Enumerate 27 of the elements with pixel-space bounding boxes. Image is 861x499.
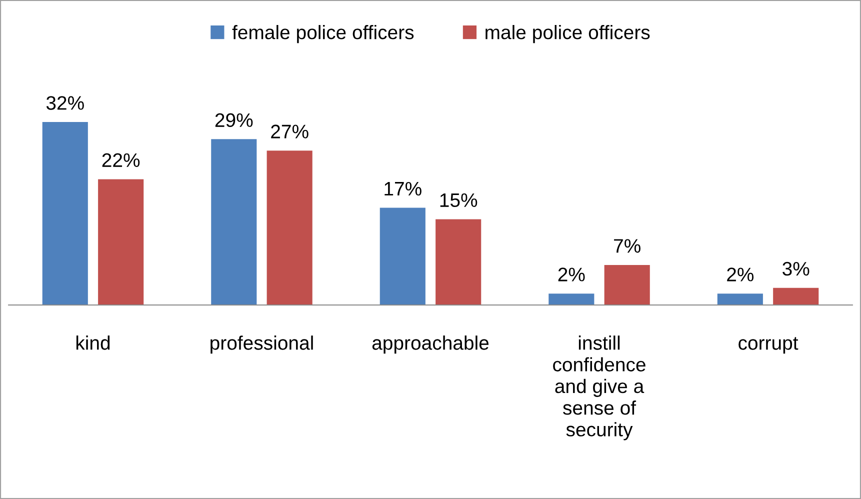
data-label: 3% [782, 262, 810, 276]
bar [717, 294, 763, 305]
x-tick-label: instill confidence and give a sense of security [553, 336, 646, 440]
data-label: 27% [271, 124, 308, 138]
bar [436, 219, 482, 305]
data-label: 32% [46, 96, 84, 110]
legend-label: male police officers [486, 24, 650, 44]
data-label: 15% [440, 193, 478, 208]
bar [98, 179, 144, 305]
x-tick-label: kind [76, 336, 110, 350]
data-label: 22% [102, 153, 140, 167]
bar [773, 288, 819, 305]
bar [604, 264, 650, 305]
x-tick-label: corrupt [738, 337, 798, 354]
x-tick-label: professional [210, 336, 313, 354]
bar [380, 208, 426, 305]
data-label: 2% [727, 268, 754, 282]
data-label: 29% [215, 113, 253, 128]
data-label: 7% [614, 239, 640, 253]
data-label: 17% [384, 182, 422, 196]
bar [42, 122, 88, 305]
x-tick-label: approachable [372, 336, 489, 354]
legend-label: female police officers [232, 24, 414, 44]
bar [548, 294, 594, 305]
data-label: 2% [558, 268, 585, 282]
bar [211, 139, 257, 305]
bar [266, 150, 312, 305]
